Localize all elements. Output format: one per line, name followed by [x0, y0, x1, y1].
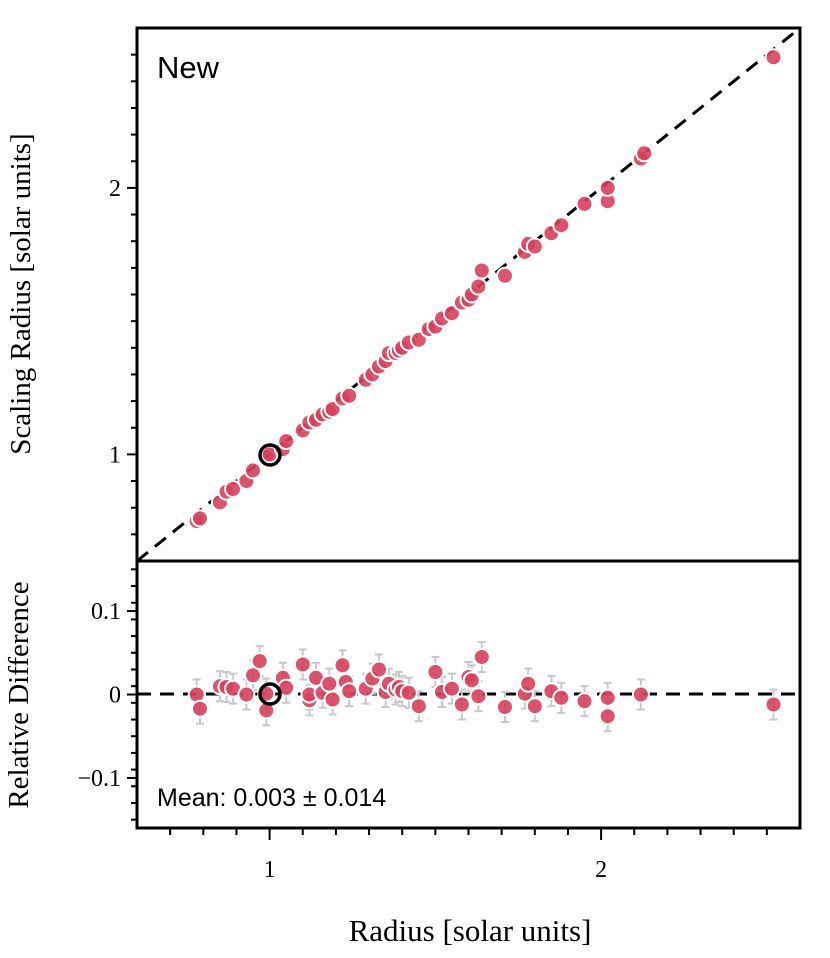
- data-point: [370, 660, 388, 679]
- data-point: [575, 692, 594, 711]
- data-point: [575, 194, 594, 213]
- data-point: [552, 216, 571, 235]
- data-point: [237, 685, 256, 704]
- top-panel: 12 New Scaling Radius [solar units]: [5, 26, 802, 563]
- data-point: [525, 697, 544, 716]
- data-point: [469, 687, 488, 706]
- y-tick-label: 1: [109, 442, 121, 468]
- data-point: [250, 652, 269, 671]
- mean-annotation: Mean: 0.003 ± 0.014: [157, 784, 386, 812]
- data-point: [764, 695, 783, 714]
- top-panel-label: New: [157, 50, 220, 85]
- data-point: [191, 699, 209, 718]
- data-point: [409, 697, 428, 716]
- x-axis-label: Radius [solar units]: [349, 913, 592, 948]
- reference-point-top: [258, 443, 282, 467]
- data-point: [442, 679, 461, 698]
- data-point: [333, 656, 352, 675]
- data-point: [323, 690, 342, 709]
- data-point: [472, 648, 491, 666]
- data-point: [191, 509, 209, 528]
- bottom-y-ticks: −0.1 0 0.1: [77, 568, 137, 821]
- data-point: [293, 655, 312, 674]
- data-point: [552, 688, 571, 707]
- data-point: [598, 178, 617, 197]
- data-point: [399, 683, 418, 702]
- y-tick-label: 0.1: [91, 599, 121, 625]
- y-tick-label: 2: [109, 176, 121, 202]
- y-tick-label: −0.1: [77, 766, 121, 792]
- data-point: [469, 277, 488, 296]
- data-point: [320, 674, 339, 693]
- data-point: [426, 663, 445, 681]
- top-points: [187, 48, 783, 530]
- data-point: [244, 666, 262, 685]
- data-point: [519, 674, 538, 693]
- data-point: [224, 480, 243, 498]
- data-point: [635, 144, 654, 163]
- x-tick-label: 1: [264, 857, 276, 883]
- data-point: [598, 707, 617, 726]
- data-point: [462, 671, 481, 690]
- data-point: [472, 261, 491, 280]
- top-y-ticks: 12: [109, 53, 137, 536]
- data-point: [598, 688, 617, 707]
- reference-point-bottom: [258, 682, 282, 706]
- bottom-points: [187, 648, 783, 726]
- data-point: [277, 432, 296, 451]
- data-point: [452, 695, 471, 714]
- data-point: [340, 682, 359, 701]
- top-ylabel: Scaling Radius [solar units]: [5, 133, 37, 454]
- data-point: [340, 386, 359, 405]
- x-tick-label: 2: [595, 857, 607, 883]
- data-point: [496, 698, 514, 716]
- y-tick-label: 0: [109, 683, 121, 709]
- data-point: [631, 685, 650, 704]
- data-point: [525, 237, 544, 256]
- data-point: [496, 266, 514, 285]
- bottom-ylabel: Relative Difference: [3, 581, 35, 808]
- data-point: [244, 461, 262, 480]
- data-point: [764, 48, 783, 67]
